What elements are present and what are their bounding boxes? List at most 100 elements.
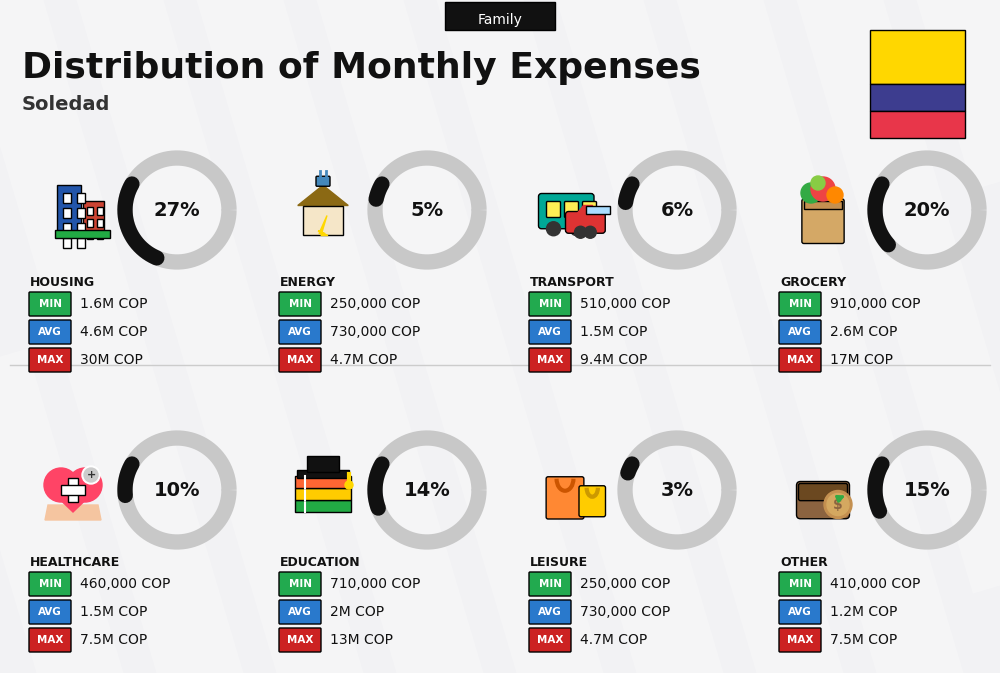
FancyBboxPatch shape (97, 219, 103, 227)
Text: 2.6M COP: 2.6M COP (830, 325, 897, 339)
FancyBboxPatch shape (87, 231, 93, 239)
FancyBboxPatch shape (29, 628, 71, 652)
Text: ENERGY: ENERGY (280, 275, 336, 289)
Text: HEALTHCARE: HEALTHCARE (30, 555, 120, 569)
Text: 250,000 COP: 250,000 COP (330, 297, 420, 311)
Text: AVG: AVG (538, 327, 562, 337)
Circle shape (801, 183, 821, 203)
FancyBboxPatch shape (63, 208, 71, 218)
Text: MIN: MIN (538, 579, 562, 589)
Text: 730,000 COP: 730,000 COP (580, 605, 670, 619)
FancyBboxPatch shape (29, 320, 71, 344)
Text: AVG: AVG (788, 327, 812, 337)
FancyBboxPatch shape (870, 84, 965, 111)
Text: 730,000 COP: 730,000 COP (330, 325, 420, 339)
FancyBboxPatch shape (55, 229, 110, 238)
Text: 9.4M COP: 9.4M COP (580, 353, 647, 367)
FancyBboxPatch shape (316, 176, 330, 186)
Text: 6%: 6% (660, 201, 694, 219)
Text: MIN: MIN (38, 299, 62, 309)
FancyBboxPatch shape (804, 201, 842, 209)
Text: AVG: AVG (288, 607, 312, 617)
FancyBboxPatch shape (77, 238, 85, 248)
Circle shape (811, 176, 825, 190)
FancyBboxPatch shape (779, 572, 821, 596)
Text: AVG: AVG (288, 327, 312, 337)
Text: 1.2M COP: 1.2M COP (830, 605, 897, 619)
Text: 10%: 10% (154, 481, 200, 499)
Text: 30M COP: 30M COP (80, 353, 143, 367)
FancyBboxPatch shape (297, 470, 349, 478)
FancyBboxPatch shape (63, 193, 71, 203)
Text: 7.5M COP: 7.5M COP (830, 633, 897, 647)
FancyBboxPatch shape (279, 572, 321, 596)
Text: 7.5M COP: 7.5M COP (80, 633, 147, 647)
FancyBboxPatch shape (303, 205, 343, 235)
FancyBboxPatch shape (529, 292, 571, 316)
Text: +: + (86, 470, 96, 480)
Text: AVG: AVG (38, 607, 62, 617)
Circle shape (570, 221, 584, 236)
Circle shape (345, 481, 353, 489)
Circle shape (82, 466, 100, 484)
FancyBboxPatch shape (546, 201, 560, 217)
Circle shape (44, 468, 78, 502)
FancyBboxPatch shape (57, 185, 81, 235)
FancyBboxPatch shape (68, 478, 78, 502)
Text: AVG: AVG (38, 327, 62, 337)
Text: 27%: 27% (154, 201, 200, 219)
FancyBboxPatch shape (87, 207, 93, 215)
Text: 17M COP: 17M COP (830, 353, 893, 367)
FancyBboxPatch shape (579, 486, 606, 517)
Text: Family: Family (478, 13, 522, 27)
Text: MAX: MAX (787, 635, 813, 645)
Text: Distribution of Monthly Expenses: Distribution of Monthly Expenses (22, 51, 701, 85)
FancyBboxPatch shape (97, 207, 103, 215)
Text: 1.5M COP: 1.5M COP (80, 605, 147, 619)
FancyBboxPatch shape (77, 223, 85, 234)
Circle shape (546, 221, 560, 236)
Text: 20%: 20% (904, 201, 950, 219)
Polygon shape (45, 505, 101, 520)
Text: 14%: 14% (404, 481, 450, 499)
FancyBboxPatch shape (586, 207, 610, 213)
FancyBboxPatch shape (529, 600, 571, 624)
Text: MAX: MAX (287, 635, 313, 645)
Text: TRANSPORT: TRANSPORT (530, 275, 615, 289)
FancyBboxPatch shape (566, 211, 605, 234)
FancyBboxPatch shape (798, 483, 848, 501)
Text: 1.5M COP: 1.5M COP (580, 325, 647, 339)
Text: MIN: MIN (538, 299, 562, 309)
Text: 4.7M COP: 4.7M COP (580, 633, 647, 647)
FancyBboxPatch shape (779, 628, 821, 652)
FancyBboxPatch shape (61, 485, 85, 495)
Text: 510,000 COP: 510,000 COP (580, 297, 670, 311)
FancyBboxPatch shape (538, 194, 594, 229)
Text: 5%: 5% (410, 201, 444, 219)
FancyBboxPatch shape (29, 348, 71, 372)
Text: Soledad: Soledad (22, 96, 110, 114)
Text: MIN: MIN (38, 579, 62, 589)
Polygon shape (318, 215, 328, 236)
Text: MAX: MAX (537, 355, 563, 365)
FancyBboxPatch shape (779, 348, 821, 372)
Circle shape (811, 177, 835, 201)
Text: GROCERY: GROCERY (780, 275, 846, 289)
Text: 4.6M COP: 4.6M COP (80, 325, 147, 339)
FancyBboxPatch shape (29, 600, 71, 624)
Polygon shape (48, 488, 98, 512)
Text: MAX: MAX (787, 355, 813, 365)
Text: MAX: MAX (537, 635, 563, 645)
Text: 3%: 3% (660, 481, 694, 499)
Text: AVG: AVG (538, 607, 562, 617)
Polygon shape (298, 185, 348, 205)
Circle shape (827, 187, 843, 203)
FancyBboxPatch shape (529, 348, 571, 372)
FancyBboxPatch shape (279, 348, 321, 372)
Circle shape (824, 491, 852, 518)
Text: MIN: MIN (788, 299, 812, 309)
FancyBboxPatch shape (63, 238, 71, 248)
FancyBboxPatch shape (582, 201, 596, 217)
Text: 410,000 COP: 410,000 COP (830, 577, 920, 591)
FancyBboxPatch shape (307, 456, 339, 472)
